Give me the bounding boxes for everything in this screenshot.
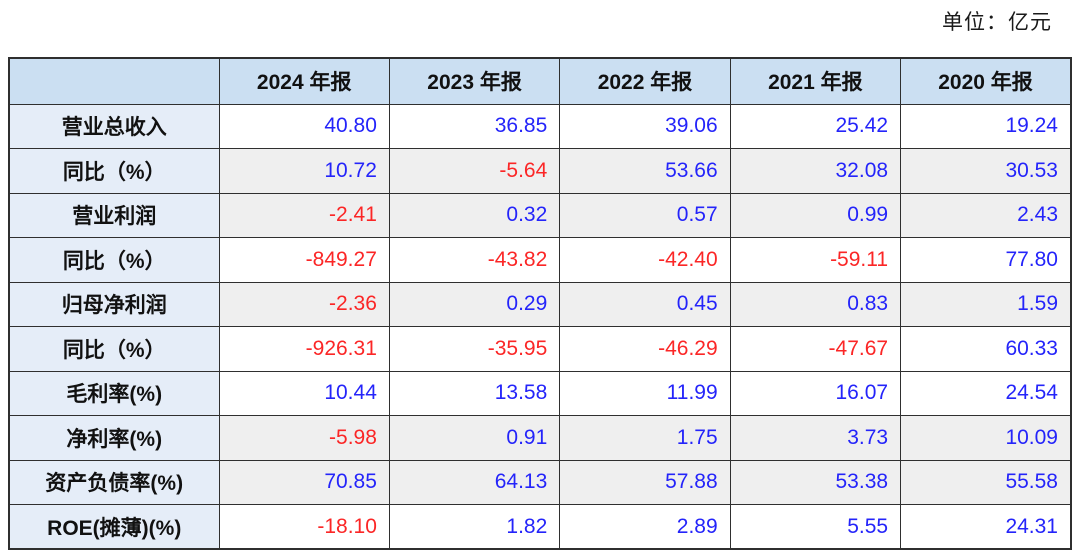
row-label: 同比（%） [8, 237, 220, 283]
value-cell: -35.95 [388, 326, 561, 372]
value-cell: -2.41 [218, 192, 390, 238]
value-cell: 24.31 [900, 504, 1072, 550]
value-cell: 0.99 [729, 192, 902, 238]
value-cell: 60.33 [900, 326, 1072, 372]
value-cell: -43.82 [388, 237, 561, 283]
table-row: 归母净利润 -2.36 0.29 0.45 0.83 1.59 [8, 281, 1072, 327]
value-cell: 39.06 [559, 103, 731, 149]
column-header-2024年报: 2024 年报 [218, 57, 390, 105]
column-header-2022年报: 2022 年报 [559, 57, 731, 105]
value-cell: 77.80 [900, 237, 1072, 283]
table-row: 营业利润 -2.41 0.32 0.57 0.99 2.43 [8, 192, 1072, 238]
table-row: 资产负债率(%) 70.85 64.13 57.88 53.38 55.58 [8, 459, 1072, 505]
value-cell: 32.08 [729, 148, 902, 194]
value-cell: 1.82 [388, 504, 561, 550]
table-row: 同比（%） -849.27 -43.82 -42.40 -59.11 77.80 [8, 237, 1072, 283]
value-cell: 13.58 [388, 370, 561, 416]
table-row: 同比（%） -926.31 -35.95 -46.29 -47.67 60.33 [8, 326, 1072, 372]
financial-metrics-table: 2024 年报 2023 年报 2022 年报 2021 年报 2020 年报 营业总收… [8, 57, 1072, 550]
value-cell: 10.44 [218, 370, 390, 416]
value-cell: 2.43 [900, 192, 1072, 238]
value-cell: 0.57 [559, 192, 731, 238]
value-cell: 3.73 [729, 415, 902, 461]
header-row: 2024 年报 2023 年报 2022 年报 2021 年报 2020 年报 [8, 57, 1072, 105]
value-cell: -46.29 [559, 326, 731, 372]
row-label: ROE(摊薄)(%) [8, 504, 220, 550]
table-row: 营业总收入 40.80 36.85 39.06 25.42 19.24 [8, 103, 1072, 149]
value-cell: -5.98 [218, 415, 390, 461]
table-row: ROE(摊薄)(%) -18.10 1.82 2.89 5.55 24.31 [8, 504, 1072, 550]
value-cell: -849.27 [218, 237, 390, 283]
value-cell: 64.13 [388, 459, 561, 505]
value-cell: 57.88 [559, 459, 731, 505]
value-cell: 11.99 [559, 370, 731, 416]
value-cell: -18.10 [218, 504, 390, 550]
row-label: 营业利润 [8, 192, 220, 238]
value-cell: 0.45 [559, 281, 731, 327]
value-cell: 5.55 [729, 504, 902, 550]
unit-label: 单位：亿元 [942, 11, 1052, 34]
value-cell: 36.85 [388, 103, 561, 149]
row-label: 净利率(%) [8, 415, 220, 461]
value-cell: 30.53 [900, 148, 1072, 194]
value-cell: 0.32 [388, 192, 561, 238]
value-cell: 53.66 [559, 148, 731, 194]
value-cell: -2.36 [218, 281, 390, 327]
value-cell: 24.54 [900, 370, 1072, 416]
value-cell: -926.31 [218, 326, 390, 372]
row-label: 归母净利润 [8, 281, 220, 327]
row-label: 同比（%） [8, 326, 220, 372]
value-cell: 0.91 [388, 415, 561, 461]
table-row: 同比（%） 10.72 -5.64 53.66 32.08 30.53 [8, 148, 1072, 194]
value-cell: -47.67 [729, 326, 902, 372]
value-cell: 1.59 [900, 281, 1072, 327]
value-cell: 40.80 [218, 103, 390, 149]
column-header-2020年报: 2020 年报 [900, 57, 1072, 105]
value-cell: 70.85 [218, 459, 390, 505]
value-cell: -5.64 [388, 148, 561, 194]
table-body: 营业总收入 40.80 36.85 39.06 25.42 19.24 同比（%） 10.72… [8, 103, 1072, 550]
value-cell: 1.75 [559, 415, 731, 461]
value-cell: 2.89 [559, 504, 731, 550]
row-label: 资产负债率(%) [8, 459, 220, 505]
table-row: 净利率(%) -5.98 0.91 1.75 3.73 10.09 [8, 415, 1072, 461]
row-label: 毛利率(%) [8, 370, 220, 416]
value-cell: -42.40 [559, 237, 731, 283]
value-cell: 0.83 [729, 281, 902, 327]
value-cell: 25.42 [729, 103, 902, 149]
value-cell: 19.24 [900, 103, 1072, 149]
value-cell: 10.09 [900, 415, 1072, 461]
value-cell: 0.29 [388, 281, 561, 327]
column-header-2021年报: 2021 年报 [729, 57, 902, 105]
value-cell: 53.38 [729, 459, 902, 505]
corner-cell [8, 57, 220, 105]
table-row: 毛利率(%) 10.44 13.58 11.99 16.07 24.54 [8, 370, 1072, 416]
row-label: 营业总收入 [8, 103, 220, 149]
value-cell: 10.72 [218, 148, 390, 194]
value-cell: 16.07 [729, 370, 902, 416]
column-header-2023年报: 2023 年报 [388, 57, 561, 105]
value-cell: 55.58 [900, 459, 1072, 505]
value-cell: -59.11 [729, 237, 902, 283]
row-label: 同比（%） [8, 148, 220, 194]
